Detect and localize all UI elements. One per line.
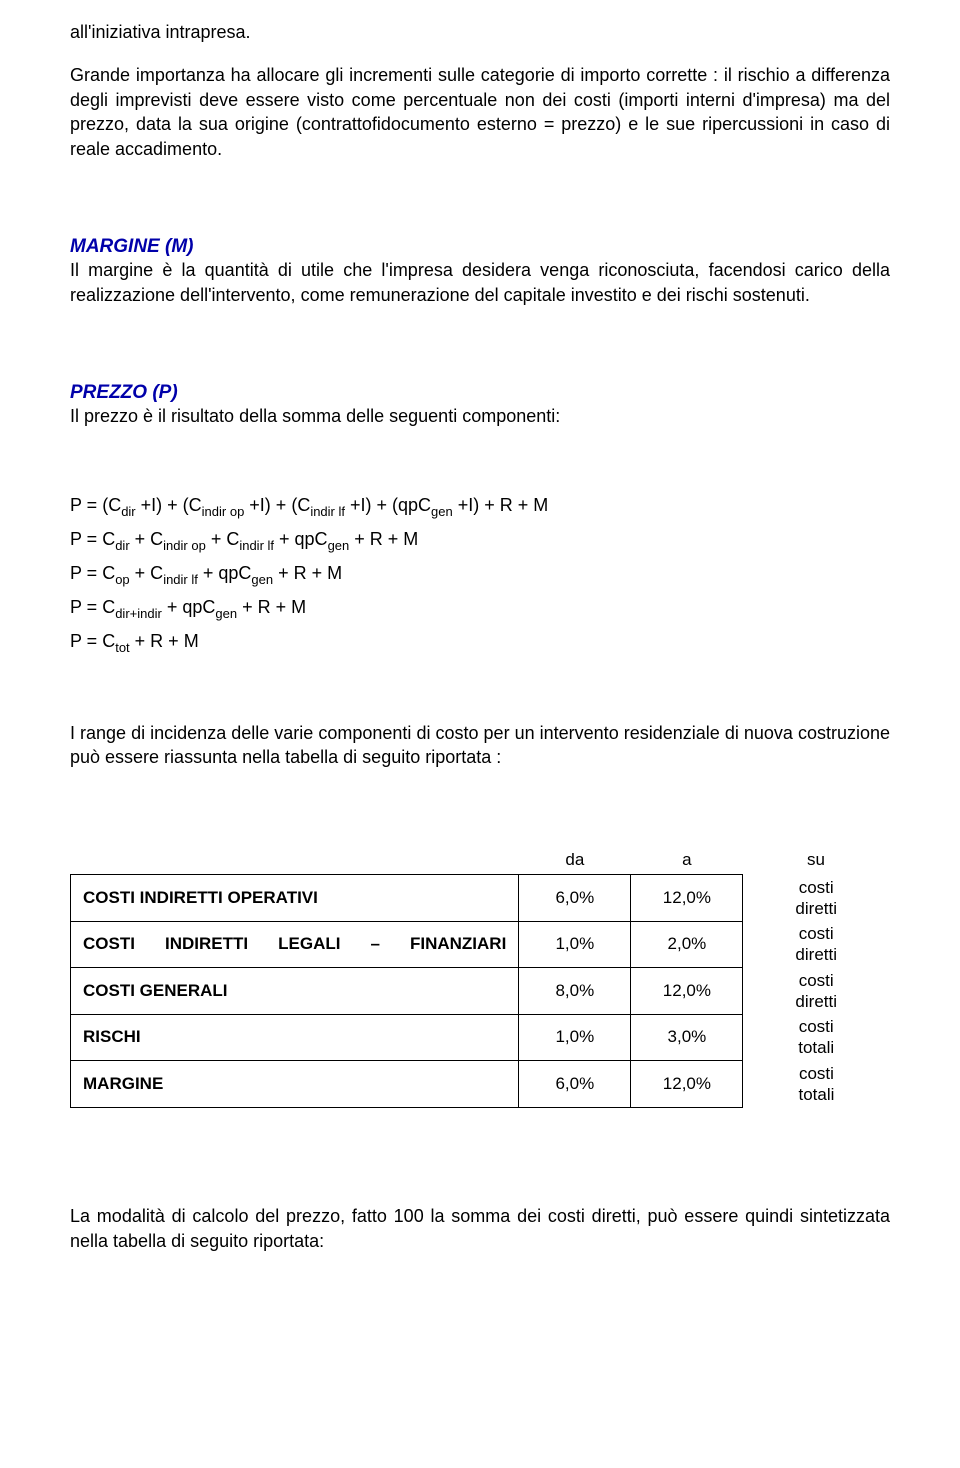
row-label: RISCHI xyxy=(71,1014,519,1061)
row-label: COSTI INDIRETTI OPERATIVI xyxy=(71,875,519,922)
closing-paragraph: La modalità di calcolo del prezzo, fatto… xyxy=(70,1204,890,1254)
row-label: COSTI GENERALI xyxy=(71,968,519,1015)
col-da: da xyxy=(519,846,631,875)
table-row: MARGINE6,0%12,0%costitotali xyxy=(71,1061,890,1108)
row-da: 1,0% xyxy=(519,921,631,968)
price-title: PREZZO (P) xyxy=(70,382,890,404)
row-a: 3,0% xyxy=(631,1014,743,1061)
range-paragraph: I range di incidenza delle varie compone… xyxy=(70,721,890,771)
row-su: costidiretti xyxy=(743,921,890,968)
col-su: su xyxy=(743,846,890,875)
row-da: 1,0% xyxy=(519,1014,631,1061)
row-su: costitotali xyxy=(743,1014,890,1061)
formula-line: P = Ctot + R + M xyxy=(70,625,890,659)
formula-line: P = Cop + Cindir lf + qpCgen + R + M xyxy=(70,557,890,591)
row-su: costidiretti xyxy=(743,875,890,922)
formula-block: P = (Cdir +I) + (Cindir op +I) + (Cindir… xyxy=(70,489,890,659)
row-da: 6,0% xyxy=(519,1061,631,1108)
formula-line: P = (Cdir +I) + (Cindir op +I) + (Cindir… xyxy=(70,489,890,523)
row-a: 12,0% xyxy=(631,1061,743,1108)
row-label: COSTI INDIRETTI LEGALI – FINANZIARI xyxy=(71,921,519,968)
price-intro: Il prezzo è il risultato della somma del… xyxy=(70,404,890,429)
table-row: COSTI INDIRETTI OPERATIVI6,0%12,0%costid… xyxy=(71,875,890,922)
formula-line: P = Cdir+indir + qpCgen + R + M xyxy=(70,591,890,625)
row-su: costidiretti xyxy=(743,968,890,1015)
formula-line: P = Cdir + Cindir op + Cindir lf + qpCge… xyxy=(70,523,890,557)
table-row: RISCHI1,0%3,0%costitotali xyxy=(71,1014,890,1061)
intro-paragraph: Grande importanza ha allocare gli increm… xyxy=(70,63,890,162)
table-row: COSTI GENERALI8,0%12,0%costidiretti xyxy=(71,968,890,1015)
table-row: COSTI INDIRETTI LEGALI – FINANZIARI1,0%2… xyxy=(71,921,890,968)
row-a: 12,0% xyxy=(631,875,743,922)
row-su: costitotali xyxy=(743,1061,890,1108)
margin-title: MARGINE (M) xyxy=(70,236,890,258)
row-a: 12,0% xyxy=(631,968,743,1015)
row-label: MARGINE xyxy=(71,1061,519,1108)
row-da: 8,0% xyxy=(519,968,631,1015)
intro-fragment: all'iniziativa intrapresa. xyxy=(70,20,890,45)
margin-body: Il margine è la quantità di utile che l'… xyxy=(70,258,890,308)
cost-table: da a su COSTI INDIRETTI OPERATIVI6,0%12,… xyxy=(70,846,890,1108)
row-a: 2,0% xyxy=(631,921,743,968)
row-da: 6,0% xyxy=(519,875,631,922)
col-a: a xyxy=(631,846,743,875)
